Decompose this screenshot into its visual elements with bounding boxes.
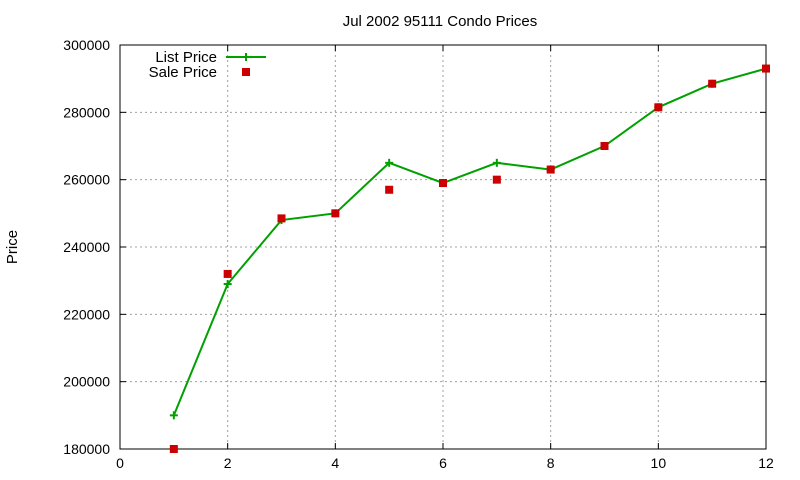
data-point [546,165,555,174]
data-point [492,158,501,167]
legend-label: List Price [155,49,217,66]
data-point [169,445,178,453]
y-axis-label: Price [4,230,21,264]
data-point [223,269,232,278]
y-tick-label: 280000 [63,104,110,120]
data-point [277,214,286,223]
data-point [223,280,232,289]
data-point [385,158,394,167]
x-tick-label: 8 [547,455,555,471]
chart-title: Jul 2002 95111 Condo Prices [343,13,538,30]
legend-item: Sale Price [149,64,250,81]
data-point [708,79,717,88]
plot-area [169,64,770,453]
legend-marker [242,68,250,76]
x-tick-label: 6 [439,455,447,471]
data-point [600,142,609,150]
data-point [331,209,340,218]
y-tick-label: 300000 [63,37,110,53]
data-point [654,103,663,112]
x-tick-label: 10 [651,455,667,471]
data-point [385,185,394,194]
y-tick-label: 260000 [63,172,110,188]
x-tick-label: 12 [758,455,774,471]
data-point [169,411,178,420]
series-sale-price [169,64,770,453]
axes: 0 2 4 6 8 10 12 180000 200000 220000 240000 260000 2… [63,37,774,471]
y-tick-label: 200000 [63,374,110,390]
legend-item: List Price [155,49,266,66]
series-list-price [169,64,770,420]
data-point [762,64,770,73]
series-line [172,67,767,416]
data-point [439,179,447,188]
legend-label: Sale Price [149,64,217,81]
y-tick-label: 240000 [63,239,110,255]
x-tick-label: 4 [331,455,339,471]
x-tick-label: 0 [116,455,124,471]
y-tick-label: 180000 [63,441,110,457]
x-tick-label: 2 [224,455,232,471]
data-point [492,175,501,184]
y-tick-label: 220000 [63,306,110,322]
grid [120,45,766,449]
